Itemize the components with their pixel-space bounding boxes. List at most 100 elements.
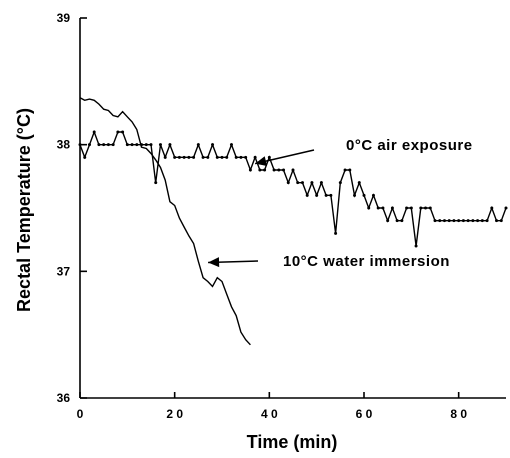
data-point — [367, 206, 371, 210]
y-axis-title-group: Rectal Temperature (°C) — [14, 108, 34, 312]
data-point — [480, 219, 484, 223]
data-point — [452, 219, 456, 223]
data-point — [201, 155, 205, 159]
data-point — [253, 155, 257, 159]
data-point — [348, 168, 352, 172]
data-point — [258, 168, 262, 172]
data-point — [92, 130, 96, 134]
x-tick-label: 6 0 — [356, 407, 373, 421]
data-point — [433, 219, 437, 223]
data-point — [83, 155, 87, 159]
data-point — [173, 155, 177, 159]
data-point — [234, 155, 238, 159]
y-tick-label: 37 — [57, 264, 71, 278]
data-point — [97, 143, 101, 147]
data-point — [305, 193, 309, 197]
data-point — [442, 219, 446, 223]
data-point — [187, 155, 191, 159]
data-point — [239, 155, 243, 159]
data-point — [248, 168, 252, 172]
y-axis-title: Rectal Temperature (°C) — [14, 108, 34, 312]
data-point — [310, 181, 314, 185]
data-point — [206, 155, 210, 159]
data-point — [263, 168, 267, 172]
data-point — [376, 206, 380, 210]
data-point — [225, 155, 229, 159]
data-point — [229, 143, 233, 147]
data-point — [485, 219, 489, 223]
x-tick-label: 8 0 — [450, 407, 467, 421]
data-point — [300, 181, 304, 185]
data-point — [116, 130, 120, 134]
annotation-label: 0°C air exposure — [346, 137, 473, 154]
data-point — [471, 219, 475, 223]
data-point — [135, 143, 139, 147]
data-point — [343, 168, 347, 172]
data-point — [111, 143, 115, 147]
data-point — [409, 206, 413, 210]
data-point — [296, 181, 300, 185]
data-point — [87, 143, 91, 147]
data-point — [329, 193, 333, 197]
data-point — [144, 143, 148, 147]
data-point — [196, 143, 200, 147]
data-point — [457, 219, 461, 223]
data-point — [154, 181, 158, 185]
data-point — [405, 206, 409, 210]
data-point — [353, 193, 357, 197]
data-point — [447, 219, 451, 223]
data-point — [211, 143, 215, 147]
data-point — [476, 219, 480, 223]
annotation-label: 10°C water immersion — [283, 253, 450, 270]
data-point — [163, 155, 167, 159]
data-point — [106, 143, 110, 147]
data-point — [495, 219, 499, 223]
data-point — [130, 143, 134, 147]
series-line-1 — [79, 97, 251, 346]
data-point — [277, 168, 281, 172]
data-point — [371, 193, 375, 197]
data-point — [291, 168, 295, 172]
data-point — [192, 155, 196, 159]
y-tick-label: 38 — [57, 138, 71, 152]
annotation-arrowhead — [208, 257, 220, 268]
data-point — [282, 168, 286, 172]
data-point — [490, 206, 494, 210]
data-point — [390, 206, 394, 210]
data-point — [338, 181, 342, 185]
data-point — [215, 155, 219, 159]
data-point — [466, 219, 470, 223]
y-tick-label: 39 — [57, 11, 71, 25]
data-point — [461, 219, 465, 223]
data-point — [319, 181, 323, 185]
data-point — [182, 155, 186, 159]
data-point — [424, 206, 428, 210]
data-point — [220, 155, 224, 159]
data-point — [272, 168, 276, 172]
x-axis-title: Time (min) — [247, 432, 338, 452]
data-point — [315, 193, 319, 197]
data-point — [121, 130, 125, 134]
data-point — [168, 143, 172, 147]
data-point — [267, 155, 271, 159]
data-point — [428, 206, 432, 210]
data-point — [149, 143, 153, 147]
data-point — [419, 206, 423, 210]
data-point — [158, 143, 162, 147]
data-point — [504, 206, 508, 210]
x-tick-label: 2 0 — [166, 407, 183, 421]
data-point — [286, 181, 290, 185]
x-tick-label: 4 0 — [261, 407, 278, 421]
data-point — [414, 244, 418, 248]
y-tick-label: 36 — [57, 391, 71, 405]
annotation-arrowhead — [255, 156, 267, 167]
data-point — [438, 219, 442, 223]
data-point — [334, 231, 338, 235]
data-point — [244, 155, 248, 159]
data-point — [102, 143, 106, 147]
data-point — [357, 181, 361, 185]
data-point — [125, 143, 129, 147]
data-point — [324, 193, 328, 197]
data-point — [386, 219, 390, 223]
